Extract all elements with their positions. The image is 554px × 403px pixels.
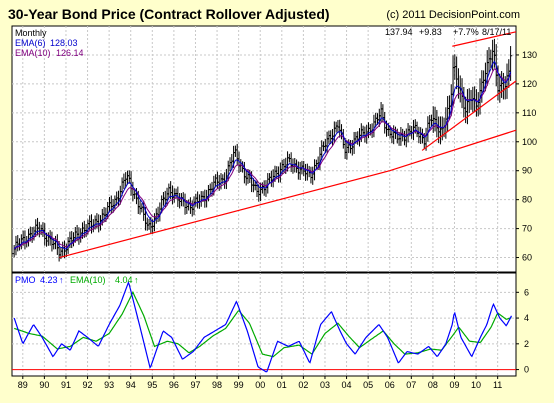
x-tick-label: 11 [493,380,502,390]
pmo-tick-label: 2 [524,339,529,349]
x-tick-label: 92 [83,380,93,390]
pmo-lines [13,280,513,373]
ema6-legend-label: EMA(6) [15,38,46,48]
trend-line [421,80,517,151]
pmo-ema-legend-value: 4.04 [115,275,133,285]
last-date: 8/17/11 [482,27,511,37]
x-tick-label: 00 [255,380,265,390]
x-tick-label: 03 [320,380,330,390]
grid-lines [12,26,516,376]
x-tick-label: 05 [363,380,373,390]
x-tick-label: 99 [234,380,244,390]
pmo-legend-value: 4.23 [40,275,58,285]
x-tick-label: 94 [126,380,136,390]
x-tick-label: 98 [212,380,222,390]
x-tick-label: 04 [342,380,352,390]
x-tick-label: 90 [39,380,49,390]
price-tick-label: 130 [522,50,537,60]
x-tick-label: 95 [147,380,157,390]
x-tick-label: 09 [449,380,459,390]
page-title: 30-Year Bond Price (Contract Rollover Ad… [8,6,330,22]
trend-line [452,31,517,47]
x-tick-label: 02 [298,380,308,390]
frequency-label: Monthly [15,28,47,38]
x-tick-label: 91 [61,380,71,390]
price-tick-label: 100 [522,137,537,147]
ema6-legend-value: 128.03 [50,38,78,48]
price-tick-label: 60 [522,253,532,263]
x-tick-label: 06 [385,380,395,390]
price-tick-label: 90 [522,166,532,176]
pmo-tick-label: 6 [524,287,529,297]
pmo-ema-legend-label: EMA(10) [70,275,106,285]
price-tick-label: 110 [522,108,536,118]
pmo-up-arrow-icon: ↑ [59,275,64,285]
axis-ticks: 89 90 91 92 93 94 95 96 97 98 99 00 01 02 03 04 05 06 07 08… [18,50,537,390]
x-tick-label: 10 [471,380,481,390]
x-tick-label: 07 [406,380,416,390]
pmo-panel [11,272,517,377]
pmo-tick-label: 0 [524,365,529,375]
x-tick-label: 96 [169,380,179,390]
pmo-tick-label: 4 [524,313,529,323]
ema10-legend-label: EMA(10) [15,48,51,58]
x-tick-label: 89 [18,380,28,390]
trend-line [389,129,517,172]
copyright-text: (c) 2011 DecisionPoint.com [386,9,520,21]
x-tick-label: 93 [104,380,114,390]
pmo-line [13,280,513,373]
ema10-legend-value: 126.14 [56,48,84,58]
x-tick-label: 08 [428,380,438,390]
price-bars [12,38,513,262]
last-pct: +7.7% [453,27,479,37]
price-panel [11,25,517,273]
last-price: 137.94 [385,27,413,37]
pmo-ema-up-arrow-icon: ↑ [134,275,139,285]
x-tick-label: 97 [190,380,200,390]
pmo-legend-label: PMO [15,275,36,285]
price-tick-label: 70 [522,224,532,234]
last-change: +9.83 [419,27,442,37]
price-tick-label: 80 [522,195,532,205]
price-tick-label: 120 [522,79,537,89]
pmo-ema-line [14,290,512,358]
chart-labels: Monthly EMA(6) 128.03 EMA(10) 126.14 137… [15,27,511,285]
x-tick-label: 01 [277,380,287,390]
trend-lines [59,31,517,259]
ema6-line [13,60,512,250]
trend-line [59,170,390,259]
